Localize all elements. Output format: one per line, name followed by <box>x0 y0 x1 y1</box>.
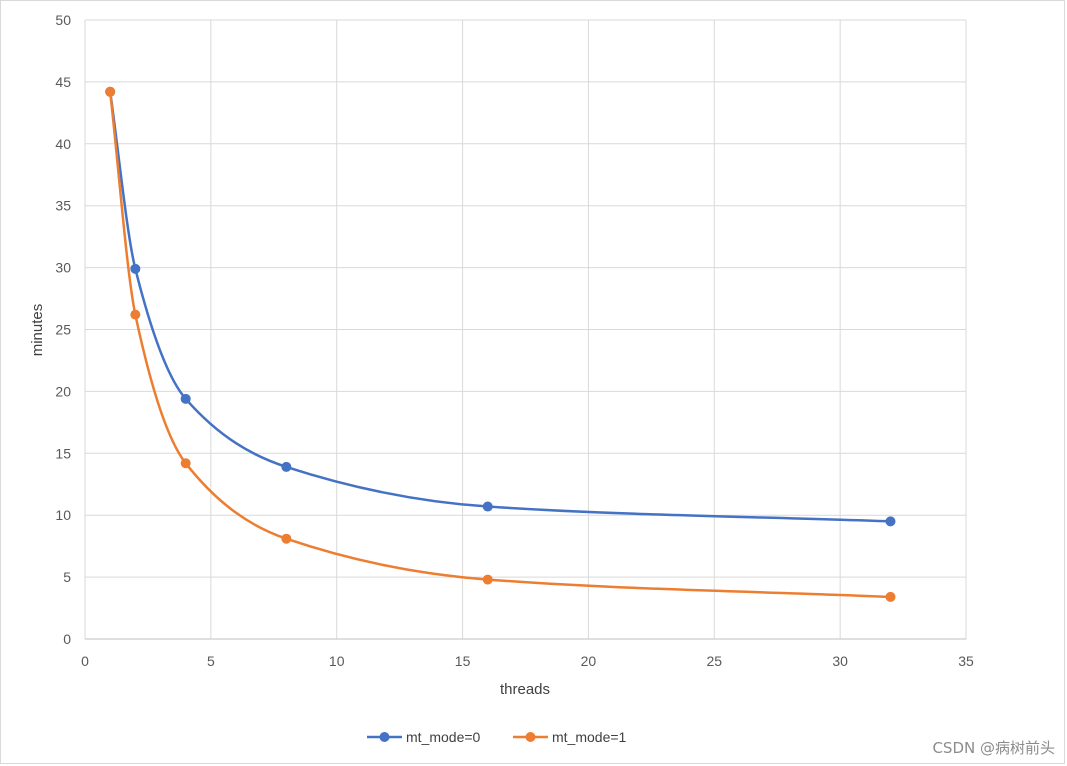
legend: mt_mode=0 mt_mode=1 <box>367 729 627 745</box>
x-tick-label: 30 <box>832 653 848 669</box>
x-tick-label: 15 <box>455 653 471 669</box>
data-point <box>482 501 493 512</box>
x-tick-labels: 0 5 10 15 20 25 30 35 <box>81 653 974 669</box>
x-axis-title: threads <box>500 681 550 698</box>
y-tick-label: 45 <box>55 74 71 90</box>
data-point <box>885 591 896 602</box>
x-tick-label: 5 <box>207 653 215 669</box>
data-point <box>281 533 292 544</box>
y-tick-label: 50 <box>55 12 71 28</box>
x-tick-label: 10 <box>329 653 345 669</box>
data-point <box>180 458 191 469</box>
x-tick-label: 0 <box>81 653 89 669</box>
data-point <box>885 516 896 527</box>
y-tick-label: 40 <box>55 136 71 152</box>
y-tick-label: 30 <box>55 260 71 276</box>
data-point <box>130 309 141 320</box>
series-line-2 <box>108 90 892 599</box>
series-lines <box>105 86 896 602</box>
legend-label: mt_mode=0 <box>406 729 481 745</box>
y-tick-label: 20 <box>55 383 71 399</box>
data-point <box>130 263 141 274</box>
y-tick-label: 10 <box>55 507 71 523</box>
legend-label: mt_mode=1 <box>552 729 627 745</box>
y-tick-label: 0 <box>63 631 71 647</box>
data-point <box>482 574 493 585</box>
y-tick-label: 35 <box>55 198 71 214</box>
data-point <box>180 393 191 404</box>
y-axis-title: minutes <box>29 304 46 357</box>
x-tick-label: 20 <box>581 653 597 669</box>
data-point <box>105 86 116 97</box>
x-tick-label: 25 <box>706 653 722 669</box>
grid-lines <box>84 19 967 640</box>
x-tick-label: 35 <box>958 653 974 669</box>
legend-marker <box>379 732 390 742</box>
y-tick-label: 25 <box>55 322 71 338</box>
data-point <box>281 461 292 472</box>
y-tick-label: 5 <box>63 569 71 585</box>
series-line-1 <box>108 90 892 523</box>
y-tick-labels: 0 5 10 15 20 25 30 35 40 45 50 <box>55 12 71 647</box>
legend-marker <box>525 732 536 742</box>
y-tick-label: 15 <box>55 445 71 461</box>
watermark: CSDN @病树前头 <box>932 739 1055 757</box>
